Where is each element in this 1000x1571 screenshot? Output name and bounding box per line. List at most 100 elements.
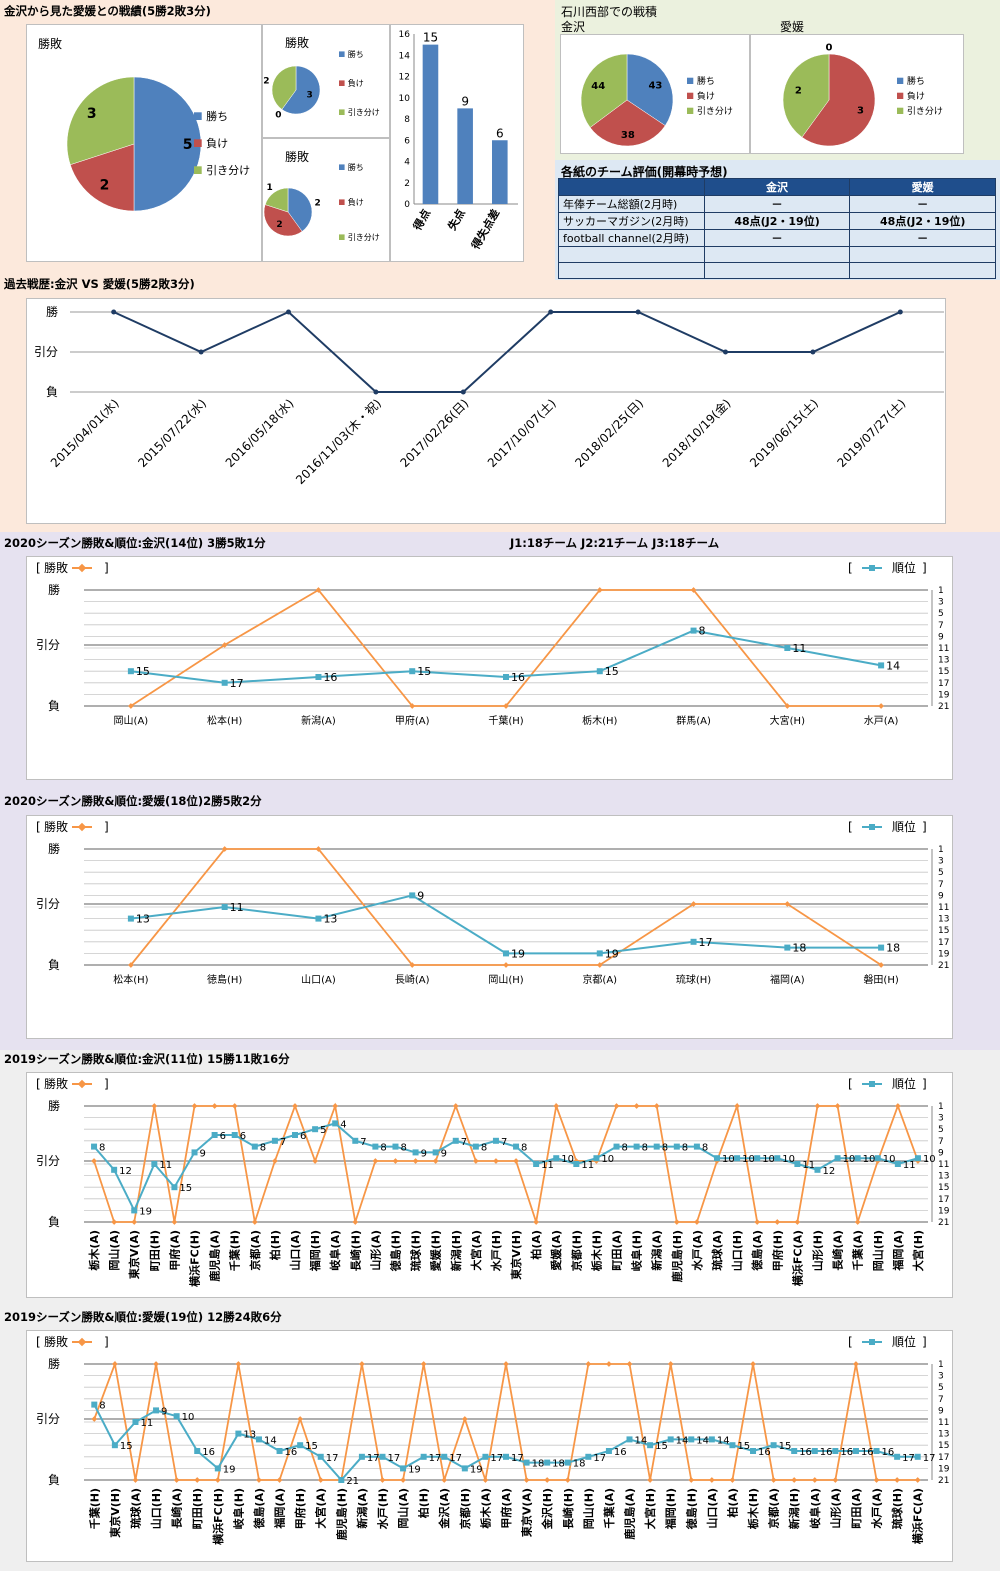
result-point <box>131 1219 138 1225</box>
rank-tick-label: 13 <box>938 1430 949 1440</box>
rank-value-label: 12 <box>822 1166 835 1177</box>
eval-cell: football channel(2月時) <box>558 229 705 247</box>
rank-point <box>441 1453 448 1460</box>
rank-value-label: 10 <box>722 1154 735 1165</box>
rank-point <box>221 904 228 910</box>
rank-point <box>688 1436 695 1443</box>
legend-bracket-close: ] <box>104 820 109 834</box>
rank-point <box>127 915 134 922</box>
rank-point <box>613 1143 620 1150</box>
match-label: 町田(A) <box>611 1230 624 1271</box>
match-label: 山口(A) <box>705 1488 719 1529</box>
rank-legend-marker <box>869 1081 875 1087</box>
bar-tick-label: 12 <box>399 73 410 83</box>
match-label: 長崎(A) <box>170 1488 184 1529</box>
legend-bracket-close: ] <box>922 561 927 575</box>
rank-point <box>221 679 228 686</box>
rank-tick-label: 17 <box>938 1453 949 1463</box>
result-point <box>585 1361 592 1367</box>
result-y-label: 負 <box>48 1473 60 1487</box>
rank-point <box>834 1155 841 1162</box>
match-label: 金沢(H) <box>540 1488 554 1530</box>
result-point <box>91 1158 97 1164</box>
result-point <box>151 1103 158 1109</box>
rank-point <box>729 1442 736 1449</box>
rank-point <box>412 1149 419 1156</box>
match-label: 甲府(H) <box>293 1488 307 1529</box>
rank-value-label: 8 <box>99 1143 105 1154</box>
match-label: 新潟(A) <box>650 1230 664 1271</box>
rank-value-label: 18 <box>792 942 806 955</box>
result-point <box>513 1158 519 1164</box>
bar-得失点差 <box>492 140 508 204</box>
match-label: 水戸(A) <box>870 1488 884 1529</box>
result-point <box>878 962 884 968</box>
rank-value-label: 11 <box>230 901 244 914</box>
rank-value-label: 14 <box>635 1435 648 1446</box>
match-label: 千葉(H) <box>228 1230 242 1271</box>
result-y-label: 勝 <box>48 582 60 597</box>
match-label: 福岡(A) <box>770 973 805 986</box>
legend-bracket-close: ] <box>104 1077 109 1091</box>
legend-swatch <box>339 51 345 57</box>
result-line <box>93 1102 919 1223</box>
history-x-label: 2018/10/19(金) <box>659 396 734 471</box>
result-point <box>784 703 791 709</box>
result-point <box>814 1103 821 1109</box>
result-point <box>544 1477 550 1483</box>
result-point <box>221 642 228 648</box>
match-label: 磐田(H) <box>863 973 898 986</box>
rank-point <box>420 1453 427 1460</box>
history-y-label: 勝 <box>46 304 58 319</box>
pie-value-label: 2 <box>276 220 282 230</box>
rank-point <box>791 1448 798 1454</box>
match-label: 福岡(A) <box>273 1488 287 1530</box>
result-point <box>231 1103 238 1109</box>
result-point <box>493 1158 499 1164</box>
rank-tick-label: 7 <box>938 1137 944 1147</box>
result-point <box>235 1361 242 1367</box>
rank-point <box>297 1442 304 1449</box>
result-point <box>690 901 697 907</box>
rank-point <box>409 668 416 675</box>
match-label: 岡山(H) <box>871 1230 885 1271</box>
result-legend-marker <box>77 1337 87 1347</box>
match-label: 山形(A) <box>828 1488 842 1529</box>
rank-point <box>409 892 416 899</box>
rank-point <box>392 1143 399 1150</box>
result-point <box>214 1477 221 1483</box>
rank-point <box>814 1166 821 1173</box>
legend-swatch <box>339 199 345 205</box>
match-label: 大宮(H) <box>643 1488 657 1529</box>
bar-category-label: 得失点差 <box>468 207 503 253</box>
result-point <box>653 1103 660 1109</box>
eval-cell: － <box>703 195 851 213</box>
match-label: 大宮(H) <box>911 1230 925 1271</box>
history-x-label: 2015/07/22(水) <box>135 396 209 470</box>
match-label: 横浜FC(A) <box>911 1488 925 1544</box>
section-title-k2020: 2020シーズン勝敗&順位:金沢(14位) 3勝5敗1分 <box>4 536 266 550</box>
rank-tick-label: 15 <box>938 1441 949 1451</box>
rank-point <box>653 1143 660 1150</box>
result-point <box>191 1103 198 1109</box>
rank-value-label: 18 <box>552 1459 565 1470</box>
result-point <box>895 1103 901 1109</box>
result-point <box>412 1158 419 1164</box>
rank-tick-label: 21 <box>938 961 949 971</box>
result-point <box>91 1416 98 1422</box>
rank-tick-label: 1 <box>938 1102 944 1112</box>
legend-swatch <box>194 112 202 120</box>
bar-tick-label: 6 <box>404 136 410 146</box>
rank-value-label: 10 <box>182 1412 195 1423</box>
match-label: 山形(A) <box>368 1230 382 1271</box>
match-label: 新潟(A) <box>355 1488 369 1529</box>
rank-value-label: 8 <box>481 1143 487 1154</box>
rank-value-label: 17 <box>367 1453 380 1464</box>
result-point <box>834 1103 841 1109</box>
match-label: 千葉(H) <box>488 714 523 727</box>
result-point <box>462 1416 468 1422</box>
result-legend-marker <box>77 1079 87 1089</box>
match-label: 水戸(H) <box>489 1230 503 1271</box>
history-x-label: 2016/11/03(木・祝) <box>293 396 384 487</box>
